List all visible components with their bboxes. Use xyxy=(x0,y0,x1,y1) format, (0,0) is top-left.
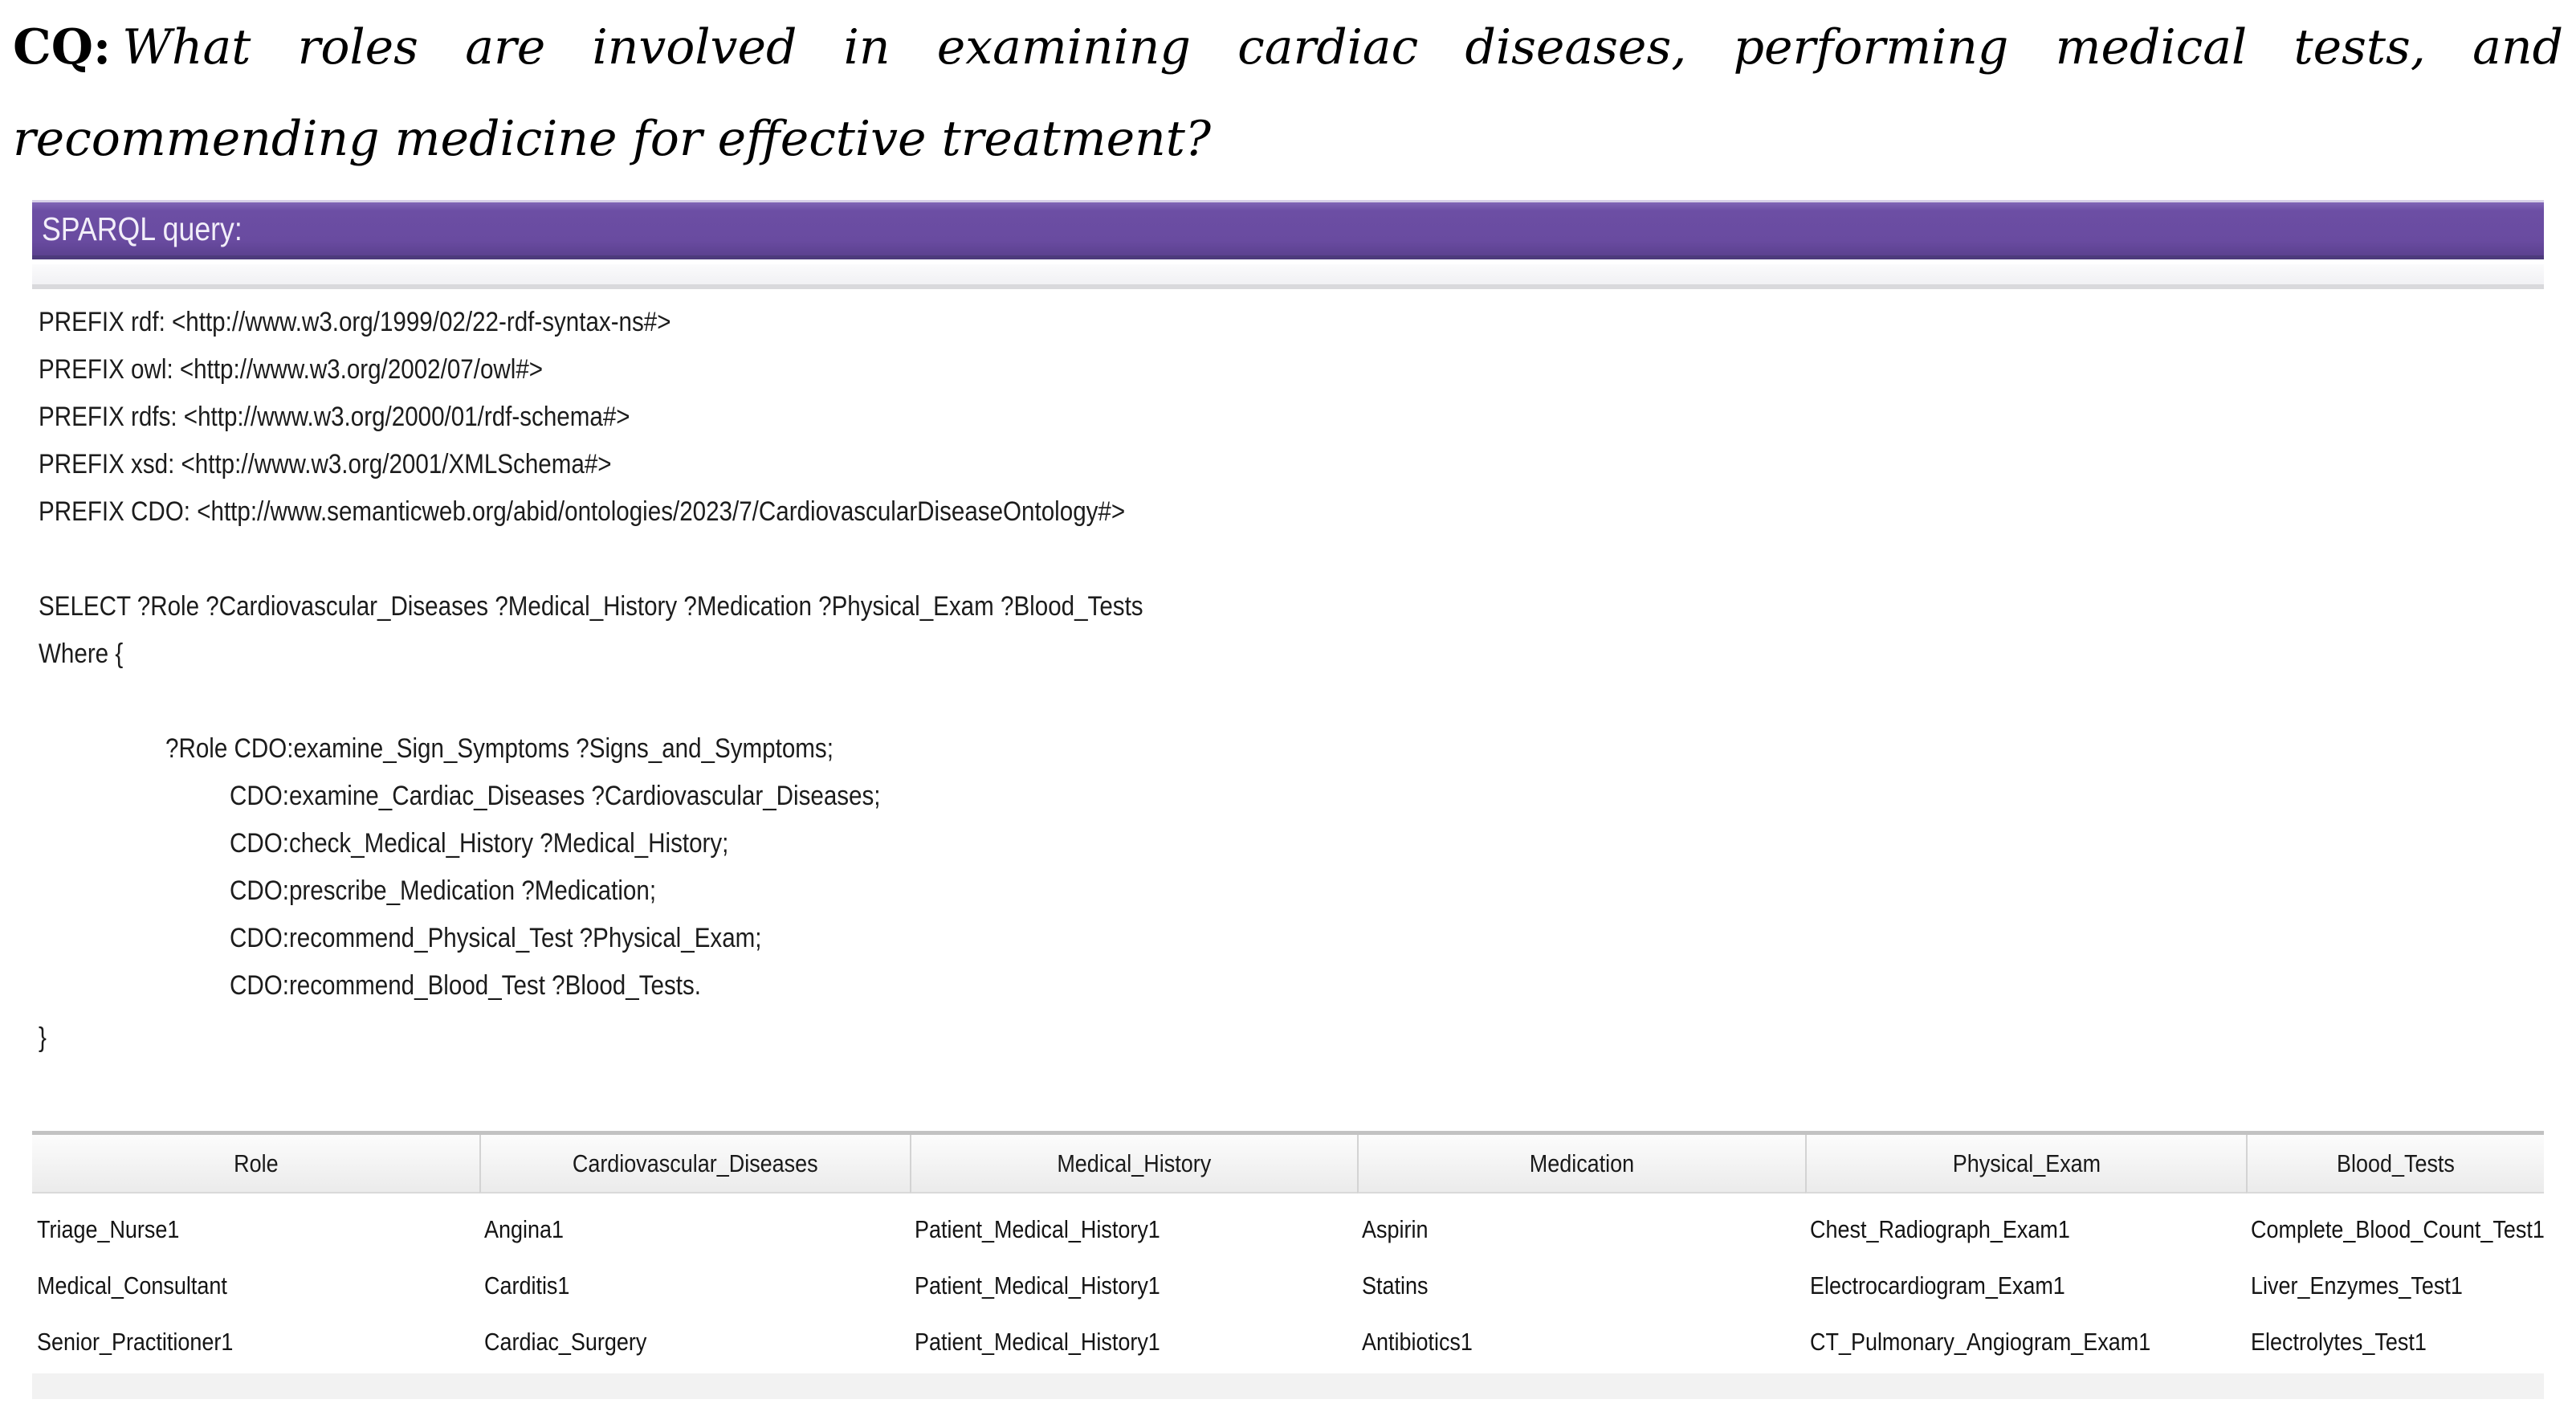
table-cell: Cardiac_Surgery xyxy=(479,1314,910,1370)
cell-text: Liver_Enzymes_Test1 xyxy=(2251,1271,2463,1300)
where-triple-line: CDO:prescribe_Medication ?Medication; xyxy=(39,867,1308,915)
cell-text: Senior_Practitioner1 xyxy=(37,1328,234,1356)
column-header-cardiovascular-diseases: Cardiovascular_Diseases xyxy=(479,1135,910,1194)
where-triple-text: CDO:prescribe_Medication ?Medication; xyxy=(230,875,657,906)
where-triple-line: CDO:examine_Cardiac_Diseases ?Cardiovasc… xyxy=(39,773,1308,820)
cell-text: Electrocardiogram_Exam1 xyxy=(1810,1271,2065,1300)
cq-question-line-2: recommending medicine for effective trea… xyxy=(13,111,1212,167)
where-open-line: Where { xyxy=(39,630,1308,678)
where-close-line: } xyxy=(39,1014,1308,1062)
blank-line xyxy=(39,536,1308,583)
cell-text: Aspirin xyxy=(1362,1215,1429,1243)
where-triple-text: CDO:check_Medical_History ?Medical_Histo… xyxy=(230,828,729,859)
cell-text: Angina1 xyxy=(484,1215,564,1243)
table-cell: Patient_Medical_History1 xyxy=(910,1314,1357,1370)
where-triple-text: CDO:recommend_Physical_Test ?Physical_Ex… xyxy=(230,923,762,953)
where-triple-line: CDO:check_Medical_History ?Medical_Histo… xyxy=(39,820,1308,867)
table-cell: Electrocardiogram_Exam1 xyxy=(1805,1258,2246,1314)
select-line: SELECT ?Role ?Cardiovascular_Diseases ?M… xyxy=(39,583,1308,630)
table-cell: Patient_Medical_History1 xyxy=(910,1202,1357,1258)
table-cell: Triage_Nurse1 xyxy=(32,1202,479,1258)
sparql-query-bar-title: SPARQL query: xyxy=(42,210,243,247)
table-cell: CT_Pulmonary_Angiogram_Exam1 xyxy=(1805,1314,2246,1370)
cq-heading-line-1: CQ: What roles are involved in examining … xyxy=(13,2,2563,93)
table-cell: Antibiotics1 xyxy=(1357,1314,1805,1370)
prefix-line-owl-text: PREFIX owl: <http://www.w3.org/2002/07/o… xyxy=(39,354,544,385)
column-header-label: Role xyxy=(233,1149,279,1177)
table-cell: Statins xyxy=(1357,1258,1805,1314)
results-table: Role Cardiovascular_Diseases Medical_His… xyxy=(32,1131,2545,1399)
where-triple-text: ?Role CDO:examine_Sign_Symptoms ?Signs_a… xyxy=(165,733,834,764)
table-cell: Carditis1 xyxy=(479,1258,910,1314)
cell-text: Medical_Consultant xyxy=(37,1271,227,1300)
where-triple-line: ?Role CDO:examine_Sign_Symptoms ?Signs_a… xyxy=(39,725,1308,773)
table-cell: Complete_Blood_Count_Test1 xyxy=(2246,1202,2545,1258)
column-header-medication: Medication xyxy=(1357,1135,1805,1194)
sparql-query-bar: SPARQL query: xyxy=(32,200,2544,259)
cq-label: CQ: xyxy=(13,19,112,75)
prefix-line-cdo: PREFIX CDO: <http://www.semanticweb.org/… xyxy=(39,488,1308,536)
results-table-body: Triage_Nurse1 Angina1 Patient_Medical_Hi… xyxy=(32,1194,2545,1370)
table-cell: Senior_Practitioner1 xyxy=(32,1314,479,1370)
cq-question-line-1: What roles are involved in examining car… xyxy=(122,19,2563,75)
table-cell: Angina1 xyxy=(479,1202,910,1258)
column-header-blood-tests: Blood_Tests xyxy=(2246,1135,2544,1194)
where-triple-line: CDO:recommend_Physical_Test ?Physical_Ex… xyxy=(39,915,1308,962)
results-table-header: Role Cardiovascular_Diseases Medical_His… xyxy=(32,1131,2544,1194)
column-header-physical-exam: Physical_Exam xyxy=(1805,1135,2246,1194)
cell-text: Patient_Medical_History1 xyxy=(915,1328,1160,1356)
prefix-line-xsd: PREFIX xsd: <http://www.w3.org/2001/XMLS… xyxy=(39,441,1308,488)
table-row: Triage_Nurse1 Angina1 Patient_Medical_Hi… xyxy=(32,1202,2545,1258)
cq-heading: CQ: What roles are involved in examining … xyxy=(13,2,2563,185)
where-open-text: Where { xyxy=(39,639,124,669)
prefix-line-cdo-text: PREFIX CDO: <http://www.semanticweb.org/… xyxy=(39,496,1126,527)
table-cell: Liver_Enzymes_Test1 xyxy=(2246,1258,2544,1314)
where-triple-text: CDO:examine_Cardiac_Diseases ?Cardiovasc… xyxy=(230,781,881,811)
column-header-label: Blood_Tests xyxy=(2337,1149,2455,1177)
prefix-line-rdf-text: PREFIX rdf: <http://www.w3.org/1999/02/2… xyxy=(39,307,671,337)
prefix-line-xsd-text: PREFIX xsd: <http://www.w3.org/2001/XMLS… xyxy=(39,449,612,479)
cell-text: Antibiotics1 xyxy=(1362,1328,1473,1356)
column-header-medical-history: Medical_History xyxy=(910,1135,1357,1194)
prefix-line-rdf: PREFIX rdf: <http://www.w3.org/1999/02/2… xyxy=(39,299,1308,346)
cell-text: Carditis1 xyxy=(484,1271,570,1300)
cell-text: Patient_Medical_History1 xyxy=(915,1215,1160,1243)
cell-text: Chest_Radiograph_Exam1 xyxy=(1810,1215,2070,1243)
cell-text: CT_Pulmonary_Angiogram_Exam1 xyxy=(1810,1328,2151,1356)
cell-text: Complete_Blood_Count_Test1 xyxy=(2251,1215,2545,1243)
cell-text: Triage_Nurse1 xyxy=(37,1215,180,1243)
column-header-label: Medication xyxy=(1529,1149,1635,1177)
table-row: Medical_Consultant Carditis1 Patient_Med… xyxy=(32,1258,2544,1314)
where-triple-text: CDO:recommend_Blood_Test ?Blood_Tests. xyxy=(230,970,701,1001)
prefix-line-rdfs: PREFIX rdfs: <http://www.w3.org/2000/01/… xyxy=(39,394,1308,441)
sparql-query-text: PREFIX rdf: <http://www.w3.org/1999/02/2… xyxy=(39,299,1308,1062)
cell-text: Cardiac_Surgery xyxy=(484,1328,647,1356)
where-close-text: } xyxy=(39,1022,47,1053)
select-line-text: SELECT ?Role ?Cardiovascular_Diseases ?M… xyxy=(39,591,1143,622)
table-cell: Aspirin xyxy=(1357,1202,1805,1258)
prefix-line-rdfs-text: PREFIX rdfs: <http://www.w3.org/2000/01/… xyxy=(39,402,630,432)
column-header-label: Physical_Exam xyxy=(1952,1149,2101,1177)
table-cell: Patient_Medical_History1 xyxy=(910,1258,1357,1314)
table-cell: Electrolytes_Test1 xyxy=(2246,1314,2544,1370)
column-header-role: Role xyxy=(32,1135,479,1194)
column-header-label: Cardiovascular_Diseases xyxy=(573,1149,818,1177)
cell-text: Statins xyxy=(1362,1271,1429,1300)
cell-text: Patient_Medical_History1 xyxy=(915,1271,1160,1300)
table-cell: Chest_Radiograph_Exam1 xyxy=(1805,1202,2246,1258)
prefix-line-owl: PREFIX owl: <http://www.w3.org/2002/07/o… xyxy=(39,346,1308,394)
results-table-footer-strip xyxy=(32,1373,2544,1399)
cell-text: Electrolytes_Test1 xyxy=(2251,1328,2427,1356)
blank-line xyxy=(39,678,1308,725)
where-triple-line: CDO:recommend_Blood_Test ?Blood_Tests. xyxy=(39,962,1308,1010)
table-row: Senior_Practitioner1 Cardiac_Surgery Pat… xyxy=(32,1314,2544,1370)
column-header-label: Medical_History xyxy=(1057,1149,1212,1177)
sparql-panel-subheader xyxy=(32,264,2544,289)
table-cell: Medical_Consultant xyxy=(32,1258,479,1314)
